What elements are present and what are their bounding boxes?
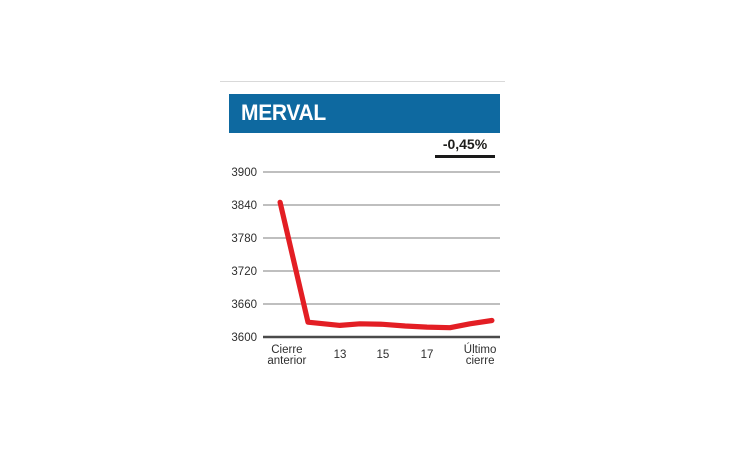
- y-tick-label: 3900: [231, 167, 257, 179]
- y-tick-label: 3720: [231, 266, 257, 278]
- change-percent-badge: -0,45%: [435, 136, 495, 158]
- x-tick-label: Cierre: [271, 344, 302, 356]
- top-divider: [220, 81, 505, 82]
- change-percent-value: -0,45%: [442, 136, 488, 152]
- y-tick-label: 3600: [231, 332, 257, 344]
- change-underline: [435, 155, 495, 158]
- x-tick-label: 17: [421, 349, 434, 361]
- merval-chart-widget: MERVAL -0,45% 3900 3840 3780 3720 3660 3600 Ci…: [220, 81, 505, 391]
- x-tick-label: cierre: [466, 355, 495, 367]
- chart-title-banner: MERVAL: [229, 94, 500, 133]
- x-tick-label: Último: [464, 343, 497, 356]
- x-tick-label: 13: [334, 349, 347, 361]
- y-tick-label: 3840: [231, 200, 257, 212]
- chart-title: MERVAL: [241, 101, 326, 125]
- x-tick-label: anterior: [267, 355, 306, 367]
- y-tick-label: 3660: [231, 299, 257, 311]
- y-tick-label: 3780: [231, 233, 257, 245]
- x-tick-label: 15: [377, 349, 390, 361]
- series-line: [277, 199, 495, 331]
